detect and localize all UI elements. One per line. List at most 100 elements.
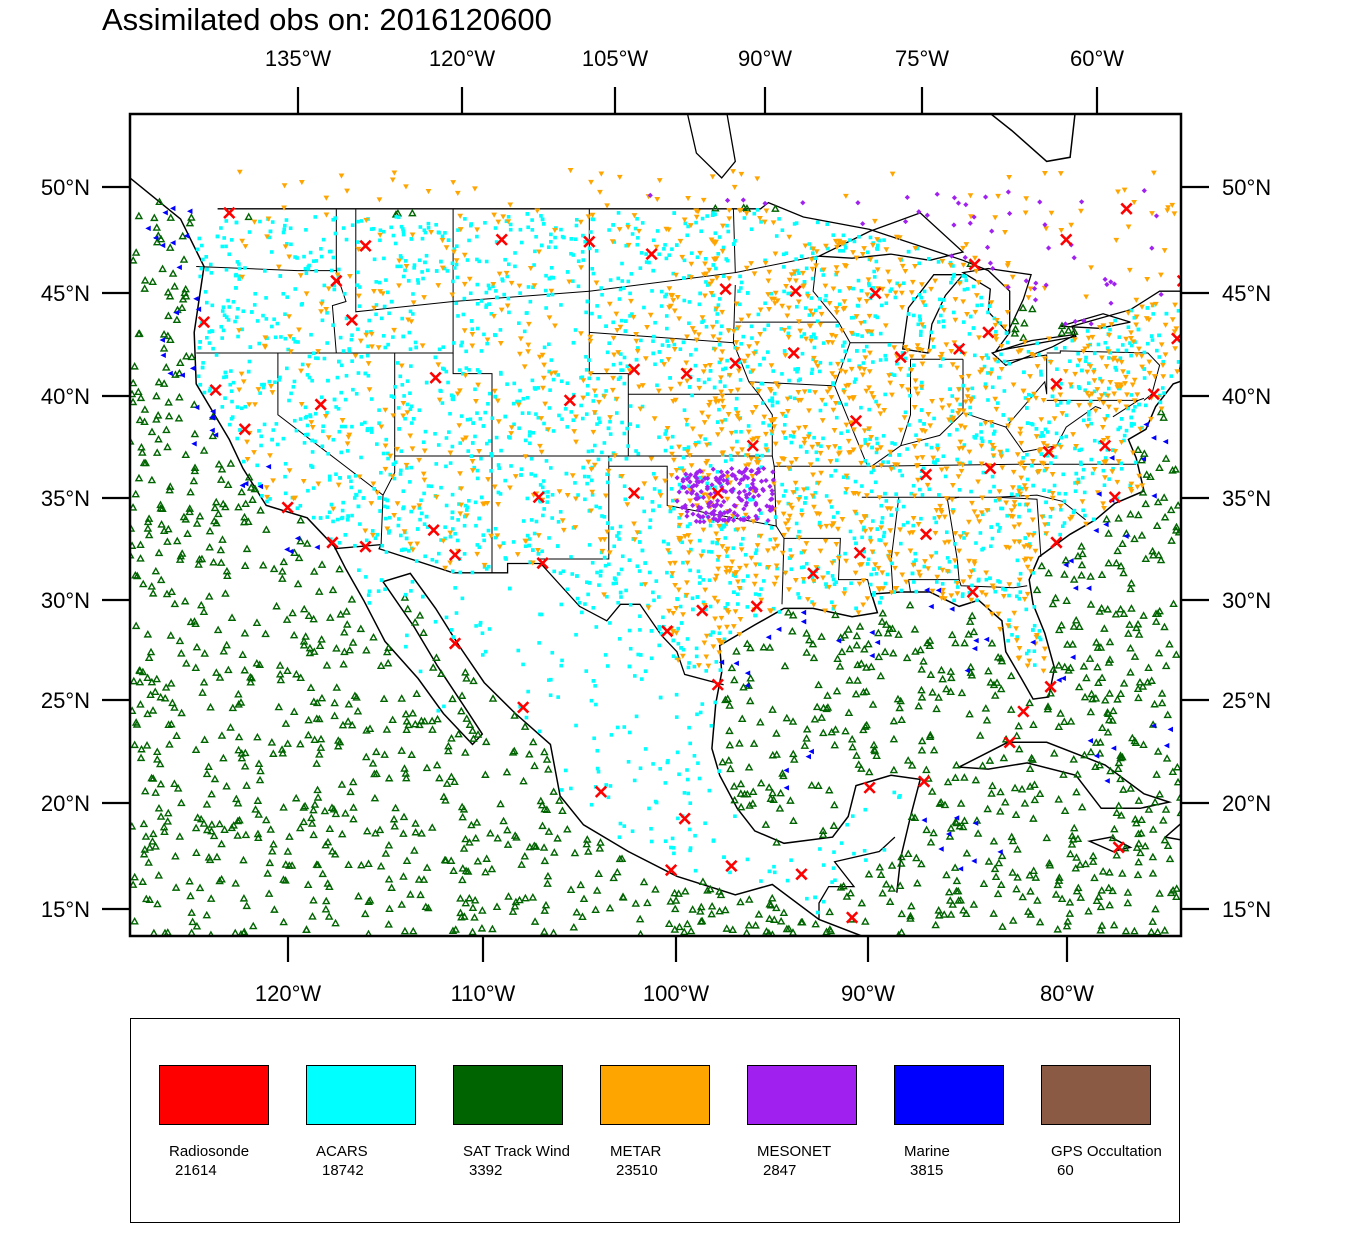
acars-marker — [757, 592, 761, 597]
metar-marker — [1134, 392, 1141, 398]
sat-track-wind-marker — [946, 687, 955, 695]
acars-marker — [872, 567, 876, 571]
metar-marker — [918, 347, 925, 354]
acars-marker — [365, 353, 370, 358]
acars-marker — [803, 501, 807, 505]
metar-marker — [1134, 484, 1141, 490]
acars-marker — [531, 430, 535, 435]
sat-track-wind-marker — [450, 777, 459, 785]
metar-marker — [940, 587, 946, 593]
acars-marker — [275, 321, 280, 326]
metar-marker — [374, 490, 381, 496]
metar-marker — [899, 305, 905, 311]
acars-marker — [683, 221, 688, 226]
sat-track-wind-marker — [764, 783, 774, 791]
acars-marker — [824, 584, 829, 589]
acars-marker — [341, 349, 346, 353]
acars-marker — [304, 228, 308, 232]
acars-marker — [478, 623, 482, 627]
acars-marker — [980, 547, 984, 552]
sat-track-wind-marker — [144, 514, 154, 522]
acars-marker — [439, 259, 443, 264]
acars-marker — [796, 592, 800, 596]
acars-marker — [591, 605, 596, 610]
acars-marker — [668, 376, 672, 380]
acars-marker — [864, 344, 869, 349]
sat-track-wind-marker — [772, 838, 781, 846]
acars-marker — [1212, 319, 1216, 323]
sat-track-wind-marker — [1086, 707, 1096, 716]
acars-marker — [337, 267, 341, 272]
acars-marker — [484, 567, 489, 571]
metar-marker — [899, 572, 906, 578]
sat-track-wind-marker — [745, 801, 754, 809]
sat-track-wind-marker — [784, 607, 793, 616]
acars-marker — [1057, 491, 1061, 496]
sat-track-wind-marker — [1157, 689, 1167, 697]
metar-marker — [315, 481, 322, 487]
acars-marker — [381, 229, 386, 234]
acars-marker — [835, 510, 840, 515]
metar-marker — [887, 449, 894, 455]
acars-marker — [723, 418, 727, 422]
sat-track-wind-marker — [274, 702, 284, 711]
sat-track-wind-marker — [1074, 682, 1084, 691]
acars-marker — [1213, 364, 1217, 368]
acars-marker — [222, 313, 227, 318]
state-border — [628, 393, 773, 457]
sat-track-wind-marker — [198, 688, 207, 696]
acars-marker — [627, 730, 632, 735]
acars-marker — [372, 486, 376, 491]
acars-marker — [470, 327, 475, 331]
sat-track-wind-marker — [1141, 554, 1151, 563]
acars-marker — [957, 488, 962, 492]
sat-track-wind-marker — [194, 560, 203, 568]
acars-marker — [658, 766, 662, 771]
sat-track-wind-marker — [415, 611, 425, 619]
metar-marker — [469, 343, 476, 349]
sat-track-wind-marker — [504, 892, 513, 900]
acars-marker — [1048, 514, 1053, 519]
sat-track-wind-marker — [997, 880, 1006, 888]
sat-track-wind-marker — [743, 639, 752, 648]
metar-marker — [539, 352, 546, 358]
acars-marker — [852, 315, 856, 320]
sat-track-wind-marker — [1044, 568, 1053, 577]
sat-track-wind-marker — [346, 787, 355, 796]
metar-marker — [572, 496, 579, 502]
sat-track-wind-marker — [353, 706, 363, 715]
sat-track-wind-marker — [1062, 596, 1071, 604]
acars-marker — [813, 490, 818, 495]
metar-marker — [786, 277, 793, 283]
metar-marker — [538, 449, 545, 455]
acars-marker — [201, 361, 205, 365]
acars-marker — [1075, 363, 1080, 368]
acars-marker — [1129, 343, 1134, 348]
metar-marker — [765, 564, 772, 571]
sat-track-wind-marker — [382, 647, 392, 656]
sat-track-wind-marker — [1045, 860, 1055, 869]
acars-marker — [967, 332, 972, 336]
sat-track-wind-marker — [831, 610, 840, 619]
sat-track-wind-marker — [1134, 829, 1143, 838]
acars-marker — [875, 527, 880, 531]
acars-marker — [498, 328, 503, 332]
sat-track-wind-marker — [296, 515, 305, 524]
metar-marker — [1158, 272, 1164, 278]
sat-track-wind-marker — [1148, 852, 1158, 861]
sat-track-wind-marker — [354, 891, 363, 900]
sat-track-wind-marker — [525, 749, 534, 758]
acars-marker — [1067, 399, 1071, 404]
acars-marker — [837, 302, 842, 307]
metar-marker — [773, 381, 780, 387]
sat-track-wind-marker — [152, 674, 162, 683]
sat-track-wind-marker — [946, 824, 956, 832]
metar-marker — [1006, 582, 1013, 588]
metar-marker — [1017, 431, 1024, 437]
sat-track-wind-marker — [725, 726, 734, 735]
sat-track-wind-marker — [765, 914, 774, 922]
acars-marker — [843, 349, 848, 354]
metar-marker — [236, 169, 243, 175]
acars-marker — [868, 582, 873, 587]
acars-marker — [606, 426, 611, 431]
